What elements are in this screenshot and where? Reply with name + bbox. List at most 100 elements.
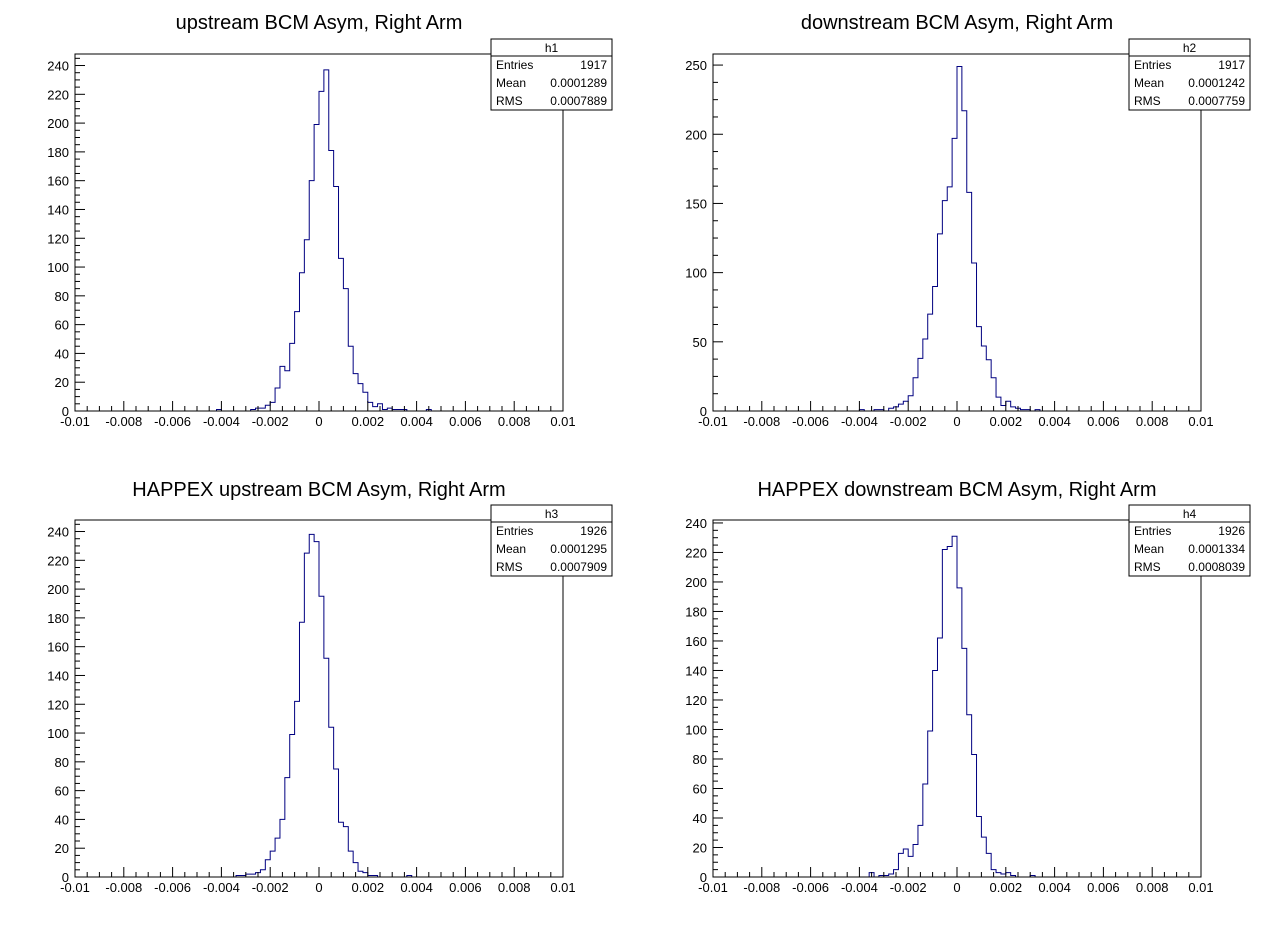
y-tick-label: 200: [47, 582, 69, 597]
x-tick-label: 0.006: [1087, 880, 1120, 895]
y-tick-label: 240: [47, 59, 69, 74]
stats-entries-value: 1917: [1218, 58, 1245, 72]
x-tick-label: 0.002: [990, 880, 1023, 895]
x-tick-label: 0.01: [550, 880, 575, 895]
y-tick-label: 180: [47, 611, 69, 626]
x-tick-label: -0.004: [203, 880, 240, 895]
histogram-panel-2: downstream BCM Asym, Right Arm -0.01 -0.00…: [685, 12, 1251, 429]
y-tick-label: 220: [685, 545, 707, 560]
x-tick-label: -0.01: [698, 880, 728, 895]
y-tick-label: 100: [685, 266, 707, 281]
y-tick-label: 60: [55, 784, 69, 799]
x-tick-label: -0.006: [792, 880, 829, 895]
x-tick-label: -0.008: [105, 880, 142, 895]
x-tick-label: -0.004: [841, 414, 878, 429]
y-tick-label: 60: [55, 318, 69, 333]
stats-rms-label: RMS: [496, 560, 523, 574]
stats-hist-name: h3: [545, 507, 559, 521]
stats-box: h3 Entries 1926 Mean 0.0001295 RMS 0.0007909: [490, 504, 613, 577]
stats-hist-name: h4: [1183, 507, 1197, 521]
chart-title: downstream BCM Asym, Right Arm: [801, 12, 1113, 34]
stats-entries-value: 1926: [580, 524, 607, 538]
y-tick-label: 120: [47, 697, 69, 712]
x-tick-label: 0.004: [1038, 414, 1071, 429]
stats-hist-name: h1: [545, 41, 559, 55]
stats-mean-label: Mean: [1134, 76, 1164, 90]
x-tick-label: 0.002: [990, 414, 1023, 429]
x-tick-label: 0: [315, 414, 322, 429]
stats-rms-label: RMS: [1134, 560, 1161, 574]
y-tick-label: 0: [62, 404, 69, 419]
y-tick-label: 160: [47, 640, 69, 655]
stats-box-frame: [1128, 504, 1251, 577]
x-tick-label: -0.002: [252, 880, 289, 895]
stats-rms-label: RMS: [1134, 94, 1161, 108]
x-tick-label: 0.008: [498, 414, 531, 429]
y-tick-label: 50: [693, 335, 707, 350]
x-tick-label: 0.006: [449, 414, 482, 429]
y-tick-label: 120: [47, 231, 69, 246]
y-tick-label: 160: [685, 634, 707, 649]
chart-title: HAPPEX downstream BCM Asym, Right Arm: [757, 479, 1156, 501]
y-tick-label: 20: [55, 841, 69, 856]
x-tick-label: 0.01: [1188, 880, 1213, 895]
histogram-panel-1: upstream BCM Asym, Right Arm-0.01 -0.008-…: [47, 12, 613, 429]
x-tick-label: 0.008: [1136, 414, 1169, 429]
y-tick-label: 120: [685, 693, 707, 708]
y-tick-label: 240: [47, 525, 69, 540]
y-tick-label: 40: [55, 812, 69, 827]
x-tick-label: -0.004: [203, 414, 240, 429]
y-tick-label: 100: [47, 260, 69, 275]
stats-entries-label: Entries: [496, 524, 533, 538]
x-tick-label: -0.008: [105, 414, 142, 429]
x-tick-label: -0.006: [154, 414, 191, 429]
y-tick-label: 250: [685, 58, 707, 73]
histogram-panel-4: HAPPEX downstream BCM Asym, Right Arm -0.…: [685, 479, 1251, 895]
stats-entries-value: 1926: [1218, 524, 1245, 538]
stats-entries-label: Entries: [1134, 58, 1171, 72]
stats-rms-label: RMS: [496, 94, 523, 108]
x-tick-label: 0.01: [1188, 414, 1213, 429]
x-tick-label: 0.008: [1136, 880, 1169, 895]
y-tick-label: 160: [47, 174, 69, 189]
x-tick-label: -0.008: [743, 414, 780, 429]
x-tick-label: 0.006: [1087, 414, 1120, 429]
stats-entries-label: Entries: [496, 58, 533, 72]
x-tick-label: -0.002: [890, 880, 927, 895]
chart-title: upstream BCM Asym, Right Arm: [176, 12, 463, 34]
y-tick-label: 20: [693, 840, 707, 855]
histogram-panel-3: HAPPEX upstream BCM Asym, Right Arm -0.01…: [47, 479, 613, 895]
stats-rms-value: 0.0007759: [1188, 94, 1245, 108]
stats-mean-value: 0.0001289: [550, 76, 607, 90]
stats-mean-value: 0.0001334: [1188, 542, 1245, 556]
y-tick-label: 140: [47, 202, 69, 217]
x-tick-label: 0.006: [449, 880, 482, 895]
y-tick-label: 180: [685, 604, 707, 619]
x-tick-label: 0.002: [352, 880, 385, 895]
y-tick-label: 220: [47, 553, 69, 568]
y-tick-label: 0: [700, 870, 707, 885]
y-tick-label: 150: [685, 196, 707, 211]
histogram-line: [858, 65, 1041, 412]
x-tick-label: 0.01: [550, 414, 575, 429]
x-tick-label: -0.01: [698, 414, 728, 429]
x-tick-label: -0.01: [60, 880, 90, 895]
chart-title: HAPPEX upstream BCM Asym, Right Arm: [132, 479, 505, 501]
y-tick-label: 140: [47, 668, 69, 683]
x-tick-label: 0.004: [400, 414, 433, 429]
x-tick-label: 0.004: [1038, 880, 1071, 895]
stats-entries-value: 1917: [580, 58, 607, 72]
stats-box: h1 Entries 1917 Mean 0.0001289 RMS 0.0007889: [490, 38, 613, 111]
y-tick-label: 240: [685, 516, 707, 531]
stats-rms-value: 0.0008039: [1188, 560, 1245, 574]
y-tick-label: 100: [685, 722, 707, 737]
x-tick-label: -0.006: [154, 880, 191, 895]
x-tick-label: 0.008: [498, 880, 531, 895]
stats-mean-label: Mean: [496, 542, 526, 556]
stats-rms-value: 0.0007909: [550, 560, 607, 574]
x-tick-label: 0: [315, 880, 322, 895]
y-tick-label: 20: [55, 375, 69, 390]
stats-box-frame: [490, 504, 613, 577]
y-tick-label: 80: [55, 289, 69, 304]
stats-box: h4 Entries 1926 Mean 0.0001334 RMS 0.0008039: [1128, 504, 1251, 577]
